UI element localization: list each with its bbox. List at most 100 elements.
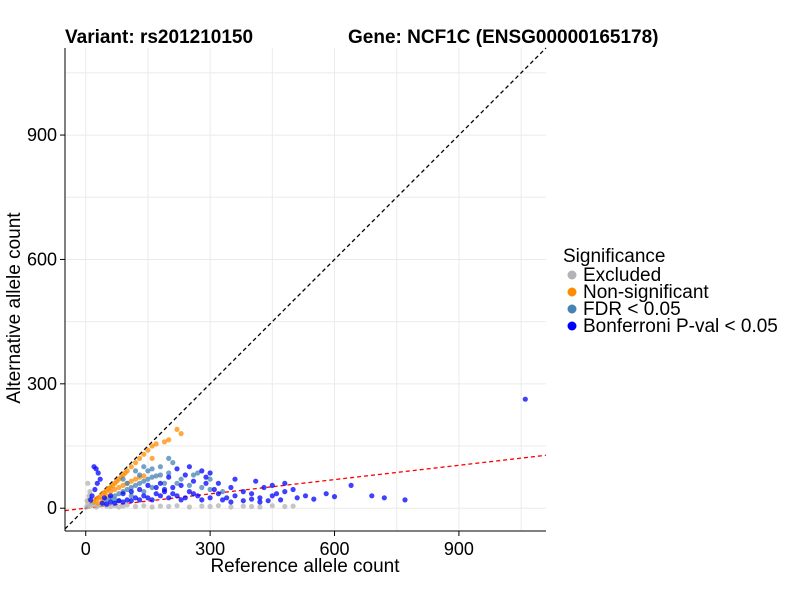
legend: Significance Excluded Non-significant FD… bbox=[563, 246, 778, 337]
point-fdr-0-05 bbox=[220, 489, 226, 495]
point-bonferroni-p-val-0-05 bbox=[331, 494, 338, 500]
point-fdr-0-05 bbox=[149, 474, 155, 480]
point-excluded bbox=[207, 503, 213, 510]
point-fdr-0-05 bbox=[149, 484, 155, 491]
point-bonferroni-p-val-0-05 bbox=[215, 491, 221, 497]
chart-title-variant: Variant: rs201210150 bbox=[65, 27, 253, 48]
point-bonferroni-p-val-0-05 bbox=[174, 466, 180, 472]
point-non-significant bbox=[141, 473, 147, 479]
point-bonferroni-p-val-0-05 bbox=[203, 474, 209, 480]
point-excluded bbox=[290, 503, 296, 509]
legend-title: Significance bbox=[563, 246, 665, 267]
point-fdr-0-05 bbox=[141, 489, 147, 495]
legend-swatch-excluded bbox=[567, 270, 577, 280]
point-bonferroni-p-val-0-05 bbox=[257, 495, 263, 501]
point-bonferroni-p-val-0-05 bbox=[108, 499, 114, 505]
point-excluded bbox=[85, 480, 91, 486]
point-bonferroni-p-val-0-05 bbox=[190, 478, 197, 484]
point-non-significant bbox=[132, 476, 139, 482]
y-tick-label: 900 bbox=[27, 125, 57, 145]
point-non-significant bbox=[132, 460, 139, 466]
x-tick-label: 0 bbox=[81, 539, 91, 559]
point-excluded bbox=[132, 503, 139, 510]
point-bonferroni-p-val-0-05 bbox=[232, 476, 238, 482]
point-bonferroni-p-val-0-05 bbox=[108, 493, 114, 499]
point-excluded bbox=[186, 504, 192, 510]
point-non-significant bbox=[124, 468, 130, 474]
point-non-significant bbox=[178, 431, 184, 437]
point-fdr-0-05 bbox=[137, 480, 143, 486]
point-non-significant bbox=[149, 443, 155, 449]
point-non-significant bbox=[120, 482, 126, 488]
point-bonferroni-p-val-0-05 bbox=[88, 497, 94, 503]
point-excluded bbox=[174, 503, 180, 509]
point-bonferroni-p-val-0-05 bbox=[203, 480, 209, 486]
point-bonferroni-p-val-0-05 bbox=[99, 500, 105, 506]
point-bonferroni-p-val-0-05 bbox=[124, 497, 130, 503]
point-excluded bbox=[240, 503, 246, 509]
point-non-significant bbox=[108, 489, 114, 495]
point-bonferroni-p-val-0-05 bbox=[174, 493, 180, 499]
point-fdr-0-05 bbox=[137, 472, 143, 478]
point-bonferroni-p-val-0-05 bbox=[232, 493, 238, 499]
axis-ticks: 0 300 600 900 0 300 600 900 bbox=[27, 125, 474, 559]
point-bonferroni-p-val-0-05 bbox=[97, 476, 103, 482]
point-bonferroni-p-val-0-05 bbox=[145, 482, 151, 488]
point-bonferroni-p-val-0-05 bbox=[294, 495, 300, 501]
point-bonferroni-p-val-0-05 bbox=[132, 495, 139, 501]
point-excluded bbox=[269, 503, 275, 509]
point-bonferroni-p-val-0-05 bbox=[199, 468, 205, 474]
point-non-significant bbox=[145, 447, 151, 453]
point-bonferroni-p-val-0-05 bbox=[128, 489, 134, 495]
point-bonferroni-p-val-0-05 bbox=[89, 493, 95, 499]
point-fdr-0-05 bbox=[112, 493, 118, 499]
legend-label-bonferroni: Bonferroni P-val < 0.05 bbox=[583, 316, 778, 337]
x-tick-label: 300 bbox=[195, 539, 225, 559]
point-fdr-0-05 bbox=[207, 476, 213, 482]
point-bonferroni-p-val-0-05 bbox=[249, 496, 255, 502]
point-excluded bbox=[215, 503, 221, 509]
point-bonferroni-p-val-0-05 bbox=[348, 482, 354, 488]
reference-lines bbox=[64, 47, 547, 530]
point-non-significant bbox=[112, 486, 118, 493]
point-fdr-0-05 bbox=[157, 472, 163, 478]
point-bonferroni-p-val-0-05 bbox=[273, 491, 280, 497]
point-bonferroni-p-val-0-05 bbox=[249, 491, 255, 497]
point-bonferroni-p-val-0-05 bbox=[220, 497, 226, 503]
legend-label-fdr: FDR < 0.05 bbox=[583, 299, 681, 320]
point-bonferroni-p-val-0-05 bbox=[186, 489, 192, 495]
point-bonferroni-p-val-0-05 bbox=[182, 472, 188, 478]
x-axis-label: Reference allele count bbox=[210, 556, 400, 577]
point-excluded bbox=[149, 504, 155, 510]
point-bonferroni-p-val-0-05 bbox=[157, 480, 163, 486]
point-bonferroni-p-val-0-05 bbox=[190, 491, 197, 497]
point-bonferroni-p-val-0-05 bbox=[92, 486, 98, 493]
x-tick-label: 600 bbox=[320, 539, 350, 559]
point-bonferroni-p-val-0-05 bbox=[290, 486, 296, 493]
point-bonferroni-p-val-0-05 bbox=[166, 474, 172, 480]
point-bonferroni-p-val-0-05 bbox=[240, 489, 246, 495]
point-bonferroni-p-val-0-05 bbox=[141, 493, 147, 499]
point-fdr-0-05 bbox=[128, 493, 134, 499]
point-fdr-0-05 bbox=[157, 464, 163, 470]
point-bonferroni-p-val-0-05 bbox=[257, 499, 263, 505]
point-bonferroni-p-val-0-05 bbox=[153, 484, 159, 491]
data-points bbox=[84, 396, 528, 510]
point-bonferroni-p-val-0-05 bbox=[265, 498, 271, 504]
legend-swatch-bonferroni bbox=[567, 321, 577, 331]
point-excluded bbox=[257, 504, 263, 510]
point-non-significant bbox=[174, 426, 180, 432]
point-bonferroni-p-val-0-05 bbox=[182, 495, 188, 501]
point-non-significant bbox=[137, 455, 143, 461]
point-bonferroni-p-val-0-05 bbox=[195, 493, 201, 499]
point-excluded bbox=[157, 503, 163, 509]
legend-swatch-fdr bbox=[567, 304, 577, 314]
point-bonferroni-p-val-0-05 bbox=[224, 495, 230, 501]
fit-reference-line bbox=[64, 454, 547, 512]
y-axis-label: Alternative allele count bbox=[4, 212, 25, 404]
point-excluded bbox=[166, 503, 172, 510]
point-fdr-0-05 bbox=[124, 486, 130, 493]
point-bonferroni-p-val-0-05 bbox=[402, 497, 408, 503]
legend-label-excluded: Excluded bbox=[583, 265, 661, 286]
